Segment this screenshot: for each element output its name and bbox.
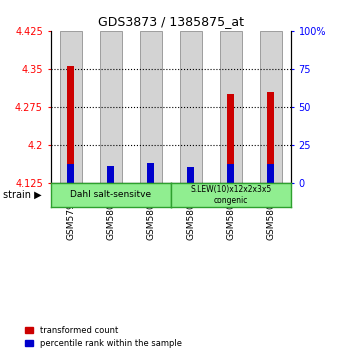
Text: Dahl salt-sensitve: Dahl salt-sensitve: [70, 190, 151, 200]
Bar: [227, 94, 234, 183]
Bar: [180, 30, 202, 183]
Bar: [67, 164, 74, 183]
Bar: [67, 66, 74, 183]
Title: GDS3873 / 1385875_at: GDS3873 / 1385875_at: [98, 15, 244, 28]
Text: S.LEW(10)x12x2x3x5
congenic: S.LEW(10)x12x2x3x5 congenic: [190, 185, 271, 205]
Bar: [147, 163, 154, 183]
Bar: [267, 164, 275, 183]
Bar: [187, 183, 194, 190]
Bar: [100, 30, 122, 183]
Bar: [107, 168, 114, 183]
Bar: [187, 167, 194, 183]
Bar: [60, 30, 81, 183]
Bar: [267, 92, 275, 183]
Text: strain ▶: strain ▶: [3, 190, 42, 200]
Bar: [107, 166, 114, 183]
Bar: [140, 30, 162, 183]
Bar: [220, 30, 242, 183]
Bar: [260, 30, 282, 183]
Bar: [147, 172, 154, 183]
Legend: transformed count, percentile rank within the sample: transformed count, percentile rank withi…: [25, 326, 182, 348]
Bar: [227, 164, 234, 183]
